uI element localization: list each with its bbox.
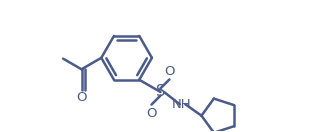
Text: O: O xyxy=(76,91,87,104)
Text: S: S xyxy=(156,84,165,100)
Text: O: O xyxy=(164,65,175,78)
Text: NH: NH xyxy=(172,98,192,111)
Text: O: O xyxy=(146,107,157,120)
